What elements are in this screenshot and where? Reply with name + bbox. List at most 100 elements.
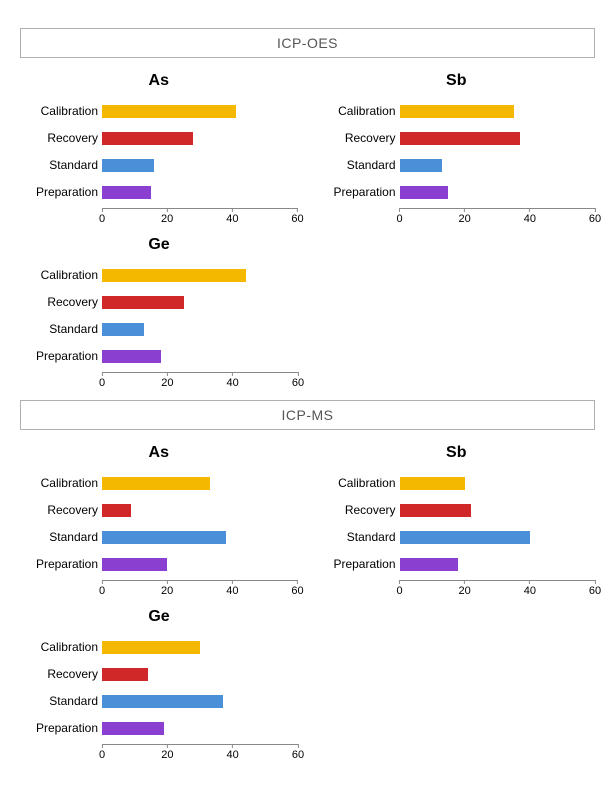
bar-track: [400, 531, 596, 544]
bar-row: Standard: [20, 318, 298, 340]
bar-label: Standard: [318, 530, 400, 544]
bar-fill: [102, 350, 161, 363]
bar-label: Calibration: [20, 268, 102, 282]
bar-track: [102, 350, 298, 363]
axis-tick: 60: [589, 580, 601, 597]
bar-row: Standard: [20, 690, 298, 712]
bar-fill: [102, 558, 167, 571]
axis-tick: 0: [99, 580, 105, 597]
bar-track: [102, 531, 298, 544]
bar-label: Standard: [20, 530, 102, 544]
axis-tick: 0: [99, 208, 105, 225]
x-axis: 0204060: [102, 580, 298, 598]
bar-area: Calibration Recovery Standard Preparation: [20, 472, 298, 575]
axis-tick: 40: [524, 208, 536, 225]
bar-row: Standard: [318, 154, 596, 176]
bar-row: Preparation: [318, 553, 596, 575]
bar-label: Preparation: [318, 185, 400, 199]
bar-track: [102, 296, 298, 309]
bar-row: Recovery: [20, 499, 298, 521]
bar-area: Calibration Recovery Standard Preparation: [20, 264, 298, 367]
bar-area: CalibrationRecoveryStandardPreparation: [20, 636, 298, 739]
section-header: ICP-OES: [20, 28, 595, 58]
bar-row: Standard: [20, 526, 298, 548]
bar-row: Calibration: [318, 100, 596, 122]
axis-line: [102, 372, 298, 373]
bar-area: Calibration Recovery Standard Preparation: [318, 100, 596, 203]
bar-label: Preparation: [20, 185, 102, 199]
bar-fill: [102, 531, 226, 544]
axis-tick: 40: [226, 208, 238, 225]
bar-row: Preparation: [20, 553, 298, 575]
bar-row: Recovery: [20, 127, 298, 149]
bar-track: [102, 269, 298, 282]
axis-tick: 0: [99, 744, 105, 761]
axis-line: [102, 208, 298, 209]
axis-tick: 60: [291, 580, 303, 597]
bar-fill: [400, 132, 521, 145]
bar-track: [102, 132, 298, 145]
axis-tick: 0: [396, 208, 402, 225]
bar-track: [400, 186, 596, 199]
bar-row: Calibration: [318, 472, 596, 494]
axis-tick: 60: [589, 208, 601, 225]
axis-tick: 60: [292, 372, 304, 389]
chart-row: Ge Calibration Recovery Standard Preparation…: [20, 236, 595, 390]
axis-tick: 20: [161, 744, 173, 761]
bar-track: [102, 323, 298, 336]
x-axis: 0204060: [400, 208, 596, 226]
bar-track: [102, 695, 298, 708]
axis-tick: 40: [524, 580, 536, 597]
bar-label: Recovery: [20, 131, 102, 145]
axis-tick: 20: [459, 580, 471, 597]
bar-fill: [102, 477, 210, 490]
bar-row: Recovery: [20, 291, 298, 313]
chart: Ge Calibration Recovery Standard Preparation…: [20, 236, 298, 390]
x-axis: 0204060: [102, 208, 298, 226]
bar-label: Standard: [318, 158, 400, 172]
chart-title: Sb: [318, 444, 596, 462]
axis-tick: 0: [396, 580, 402, 597]
chart-row: As Calibration Recovery Standard Preparation…: [20, 72, 595, 226]
bar-track: [400, 558, 596, 571]
bar-fill: [400, 558, 459, 571]
axis-tick: 60: [292, 744, 304, 761]
axis-tick: 60: [291, 208, 303, 225]
chart-title: As: [20, 72, 298, 90]
bar-track: [102, 668, 298, 681]
chart-row: GeCalibrationRecoveryStandardPreparation…: [20, 608, 595, 762]
bar-label: Calibration: [318, 476, 400, 490]
bar-fill: [102, 105, 236, 118]
bar-track: [102, 105, 298, 118]
bar-fill: [400, 504, 472, 517]
bar-area: CalibrationRecoveryStandardPreparation: [20, 100, 298, 203]
bar-track: [400, 477, 596, 490]
bar-row: Preparation: [318, 181, 596, 203]
bar-fill: [400, 186, 449, 199]
chart: SbCalibrationRecoveryStandardPreparation…: [318, 72, 596, 226]
x-axis: 0204060: [102, 372, 298, 390]
bar-track: [102, 159, 298, 172]
chart: AsCalibrationRecoveryStandardPreparation…: [20, 444, 298, 598]
axis-line: [102, 580, 298, 581]
bar-fill: [400, 105, 514, 118]
bar-row: Preparation: [20, 345, 298, 367]
chart-title: Ge: [20, 236, 298, 254]
bar-fill: [102, 504, 131, 517]
chart: SbCalibrationRecoveryStandardPreparation…: [318, 444, 596, 598]
chart: AsCalibrationRecoveryStandardPreparation…: [20, 72, 298, 226]
axis-tick: 0: [99, 372, 105, 389]
bar-row: Recovery: [20, 663, 298, 685]
bar-label: Calibration: [20, 104, 102, 118]
bar-label: Recovery: [318, 131, 400, 145]
bar-label: Calibration: [318, 104, 400, 118]
bar-fill: [400, 531, 530, 544]
x-axis: 0204060: [102, 744, 298, 762]
bar-label: Calibration: [20, 476, 102, 490]
bar-fill: [102, 269, 246, 282]
bar-track: [400, 504, 596, 517]
axis-tick: 40: [226, 580, 238, 597]
bar-area: CalibrationRecoveryStandardPreparation: [318, 472, 596, 575]
bar-row: Preparation: [20, 181, 298, 203]
chart-title: Ge: [20, 608, 298, 626]
